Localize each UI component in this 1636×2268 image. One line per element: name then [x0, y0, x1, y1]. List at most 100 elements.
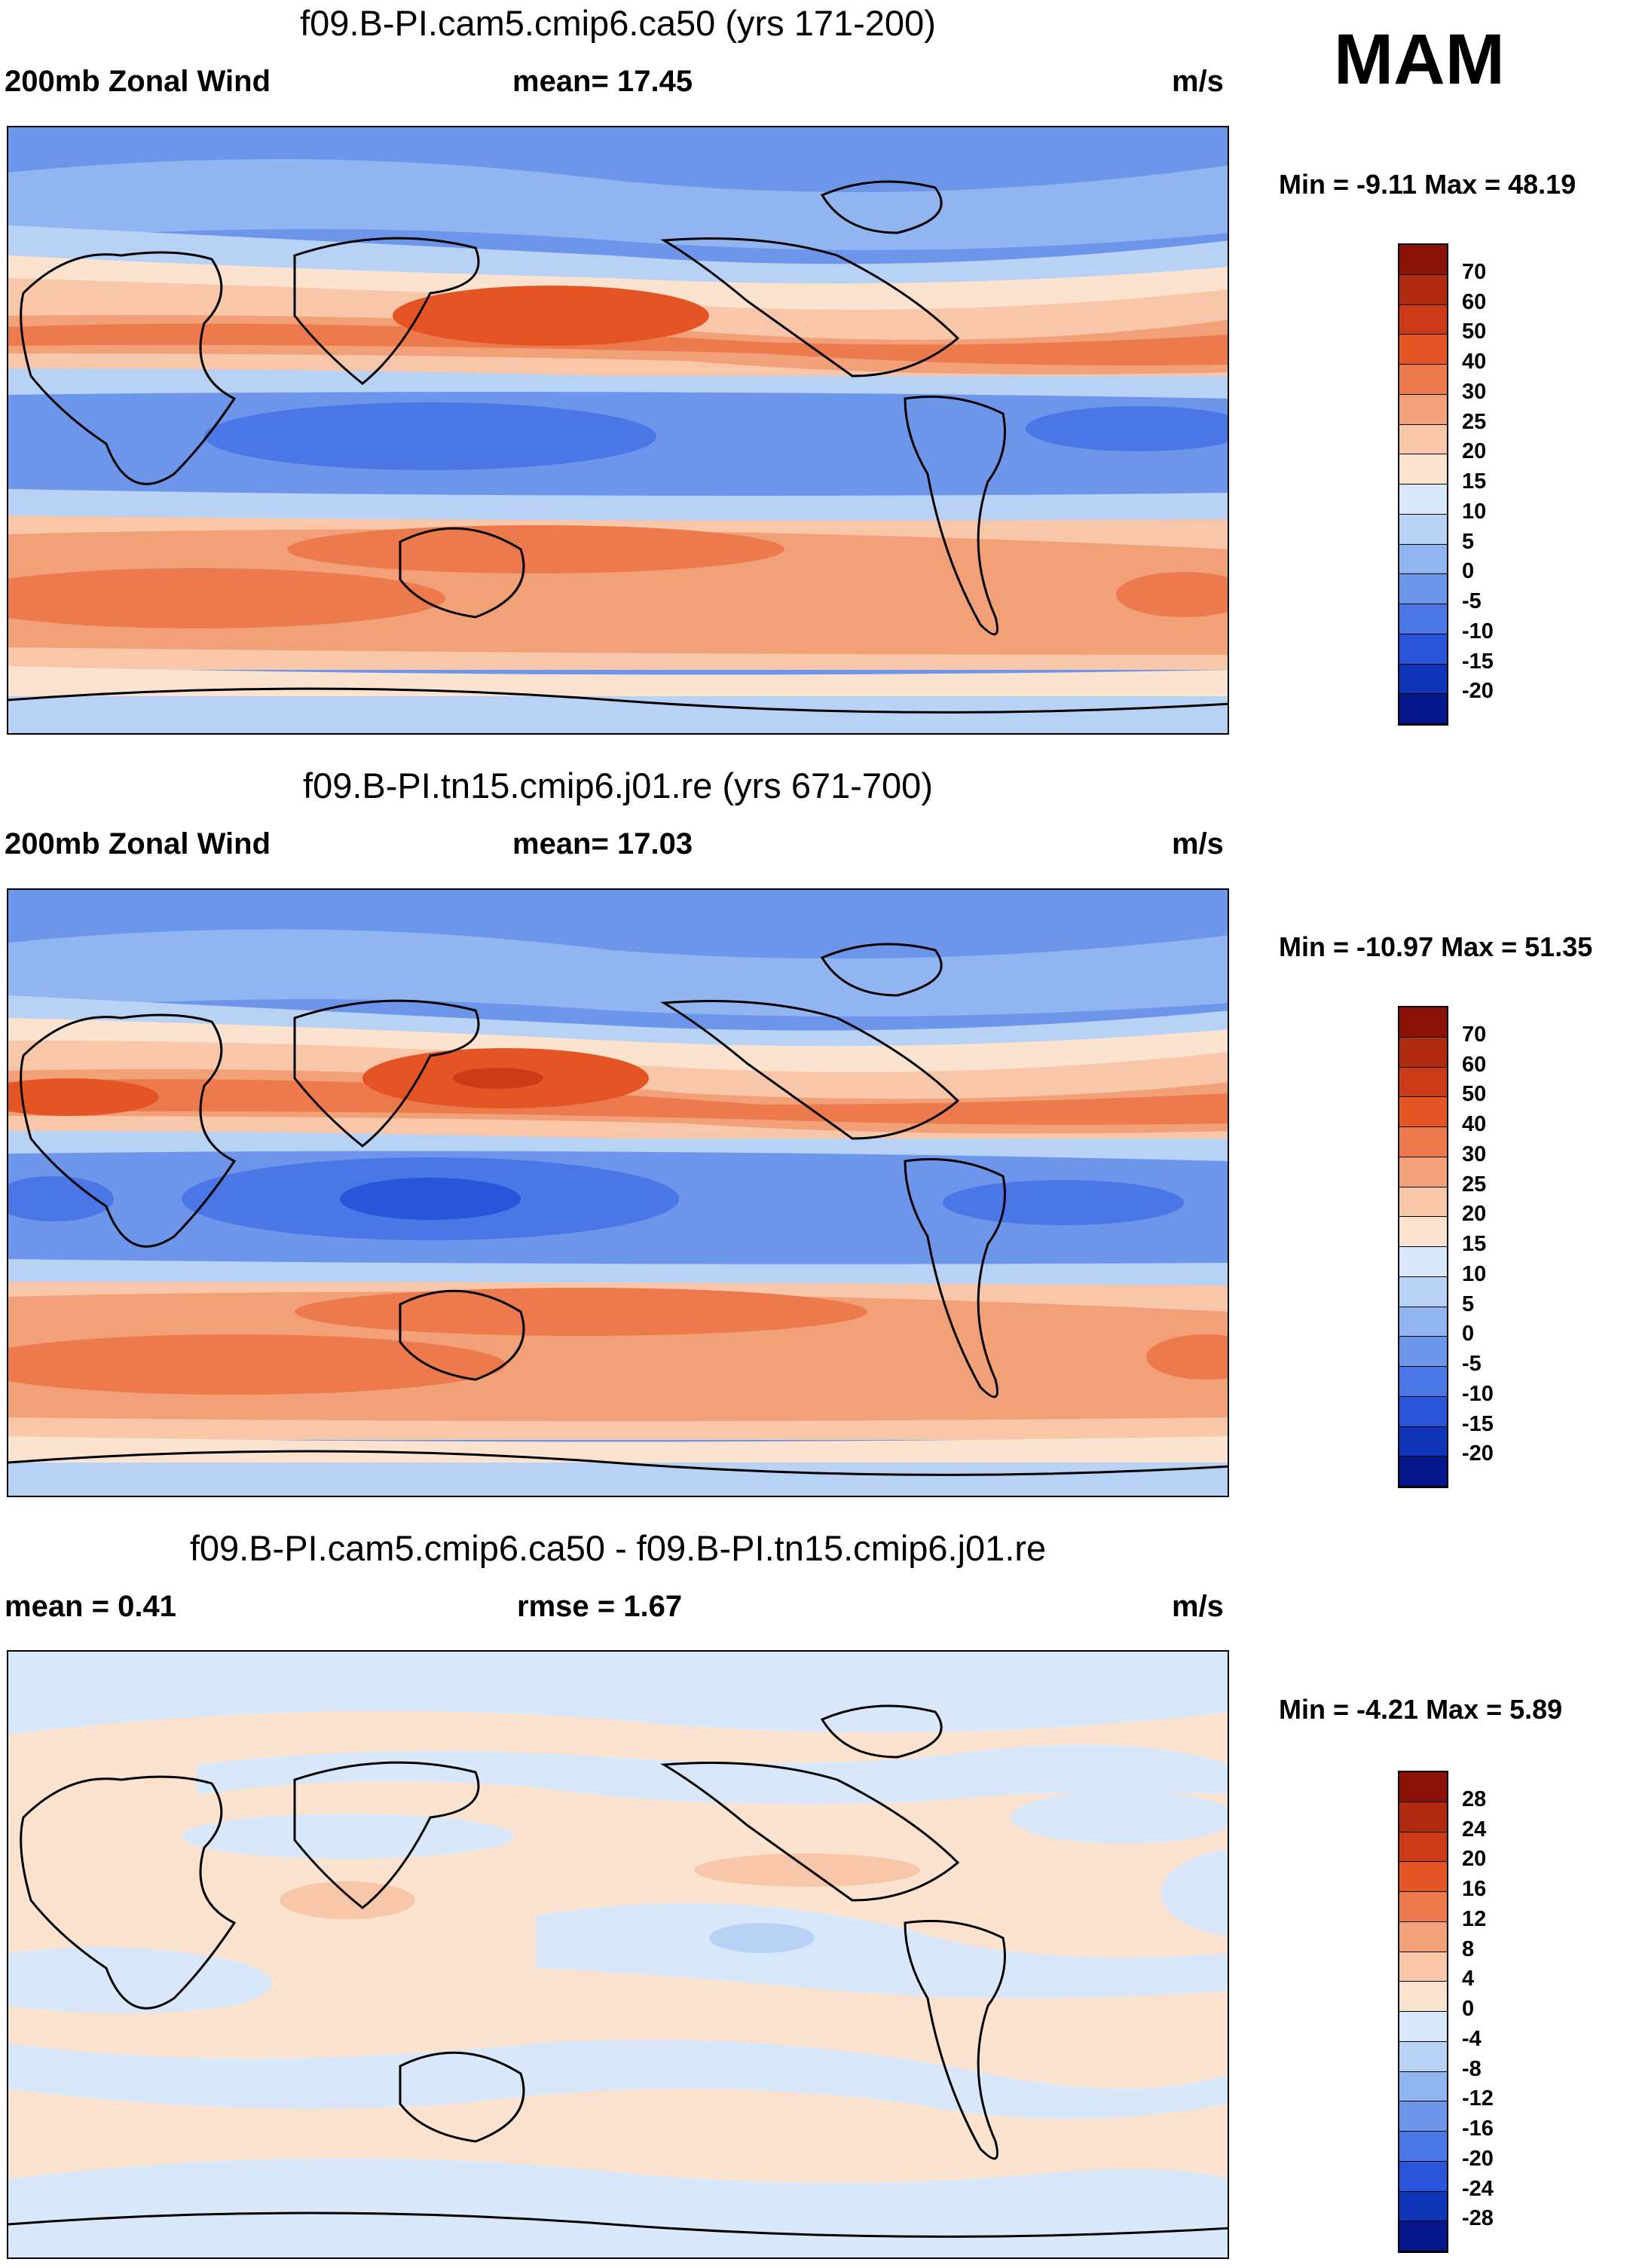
colorbar-swatch: [1399, 604, 1447, 634]
colorbar-tick-label: -5: [1462, 589, 1482, 613]
colorbar-swatch: [1399, 1832, 1447, 1863]
colorbar-swatch: [1399, 2132, 1447, 2162]
colorbar-swatch: [1399, 1276, 1447, 1307]
colorbar-swatch: [1399, 1862, 1447, 1892]
panel-2-title: f09.B-PI.tn15.cmip6.j01.re (yrs 671-700): [303, 766, 933, 805]
colorbar-tick-label: 40: [1462, 350, 1487, 374]
colorbar-tick-label: -12: [1462, 2086, 1494, 2111]
colorbar-swatch: [1399, 1892, 1447, 1922]
colorbar-tick-label: 30: [1462, 1142, 1487, 1166]
colorbar-tick-label: -15: [1462, 649, 1494, 674]
colorbar-tick-label: 70: [1462, 259, 1487, 284]
colorbar-swatch: [1399, 1982, 1447, 2012]
panel-1-units: m/s: [1172, 65, 1224, 98]
colorbar-tick-label: 8: [1462, 1936, 1475, 1961]
colorbar-tick-label: 40: [1462, 1112, 1487, 1136]
panel-1-map: [7, 126, 1229, 735]
colorbar-tick-label: 10: [1462, 499, 1487, 524]
colorbar-swatch: [1399, 1127, 1447, 1157]
panel-2-mean-label: mean= 17.03: [512, 827, 693, 860]
colorbar-tick-label: 24: [1462, 1817, 1487, 1842]
colorbar-tick-label: 15: [1462, 469, 1487, 494]
colorbar-swatch: [1399, 304, 1447, 335]
colorbar-tick-label: -10: [1462, 619, 1494, 643]
colorbar-swatch: [1399, 2071, 1447, 2102]
colorbar-tick-label: 50: [1462, 319, 1487, 344]
colorbar-swatch: [1399, 2161, 1447, 2192]
colorbar-tick-label: 10: [1462, 1261, 1487, 1286]
panel-3-contour-field: [8, 1652, 1228, 2257]
colorbar-tick-label: -5: [1462, 1352, 1482, 1376]
panel-2-contour-field: [8, 890, 1228, 1496]
panel-2-variable-label: 200mb Zonal Wind: [5, 827, 271, 860]
colorbar-tick-label: 20: [1462, 439, 1487, 464]
colorbar-swatch: [1399, 335, 1447, 365]
colorbar-swatch: [1399, 1921, 1447, 1952]
panel-2-minmax: Min = -10.97 Max = 51.35: [1279, 931, 1593, 962]
panel-2-map: [7, 888, 1229, 1497]
colorbar-swatch: [1399, 1037, 1447, 1068]
colorbar-swatch: [1399, 1396, 1447, 1427]
panel-1-variable-label: 200mb Zonal Wind: [5, 65, 271, 98]
colorbar-tick-label: 0: [1462, 559, 1475, 584]
colorbar-swatch: [1399, 2191, 1447, 2222]
colorbar-swatch: [1399, 1217, 1447, 1247]
panel-3-units: m/s: [1172, 1590, 1224, 1623]
colorbar-swatch: [1399, 664, 1447, 695]
colorbar-tick-label: -4: [1462, 2026, 1482, 2051]
colorbar-swatch: [1399, 1007, 1447, 1038]
colorbar-swatch: [1399, 394, 1447, 425]
colorbar-swatch: [1399, 2221, 1447, 2251]
colorbar-swatch: [1399, 1067, 1447, 1098]
colorbar-tick-label: 15: [1462, 1232, 1487, 1256]
panel-3-title: f09.B-PI.cam5.cmip6.ca50 - f09.B-PI.tn15…: [189, 1528, 1047, 1568]
colorbar-swatch: [1399, 365, 1447, 395]
colorbar-tick-label: 25: [1462, 409, 1487, 434]
season-label: MAM: [1334, 20, 1505, 99]
panel-3-minmax: Min = -4.21 Max = 5.89: [1279, 1694, 1563, 1725]
colorbar-tick-label: 20: [1462, 1202, 1487, 1227]
panel-3-mean-label: mean = 0.41: [5, 1590, 176, 1623]
colorbar-tick-label: 12: [1462, 1906, 1487, 1931]
colorbar-tick-label: 0: [1462, 1322, 1475, 1346]
colorbar-tick-label: -8: [1462, 2056, 1482, 2081]
colorbar-swatch: [1399, 1247, 1447, 1277]
colorbar-swatch: [1399, 544, 1447, 575]
colorbar-tick-label: 60: [1462, 1052, 1487, 1077]
colorbar-tick-label: 4: [1462, 1967, 1475, 1991]
colorbar-tick-label: -24: [1462, 2176, 1494, 2201]
colorbar-tick-label: 5: [1462, 1291, 1475, 1316]
colorbar-tick-label: 30: [1462, 379, 1487, 404]
colorbar-tick-label: 60: [1462, 289, 1487, 314]
colorbar-swatch: [1399, 2012, 1447, 2042]
panel-2-units: m/s: [1172, 827, 1224, 860]
colorbar-swatch: [1399, 1307, 1447, 1337]
colorbar-tick-label: 25: [1462, 1172, 1487, 1197]
colorbar-tick-label: 50: [1462, 1082, 1487, 1107]
colorbar-swatch: [1399, 1367, 1447, 1397]
colorbar-swatch: [1399, 1426, 1447, 1457]
colorbar-swatch: [1399, 274, 1447, 305]
colorbar-tick-label: -10: [1462, 1381, 1494, 1406]
colorbar-swatch: [1399, 2041, 1447, 2072]
colorbar-swatch: [1399, 694, 1447, 724]
colorbar-swatch: [1399, 484, 1447, 515]
colorbar-swatch: [1399, 2101, 1447, 2132]
colorbar-tick-label: 20: [1462, 1847, 1487, 1872]
panel-3-map: [7, 1650, 1229, 2259]
colorbar-tick-label: 16: [1462, 1877, 1487, 1901]
colorbar-swatch: [1399, 1337, 1447, 1367]
colorbar-swatch: [1399, 1157, 1447, 1187]
colorbar-swatch: [1399, 1097, 1447, 1127]
colorbar-swatch: [1399, 245, 1447, 275]
panel-1-colorbar: [1398, 243, 1448, 726]
colorbar-swatch: [1399, 1952, 1447, 1982]
colorbar-tick-label: -20: [1462, 2146, 1494, 2171]
colorbar-tick-label: 28: [1462, 1787, 1487, 1811]
colorbar-tick-label: 70: [1462, 1022, 1487, 1047]
panel-2-colorbar: [1398, 1006, 1448, 1488]
colorbar-swatch: [1399, 1802, 1447, 1832]
panel-1-minmax: Min = -9.11 Max = 48.19: [1279, 169, 1576, 200]
colorbar-tick-label: -15: [1462, 1411, 1494, 1436]
colorbar-tick-label: 5: [1462, 529, 1475, 554]
